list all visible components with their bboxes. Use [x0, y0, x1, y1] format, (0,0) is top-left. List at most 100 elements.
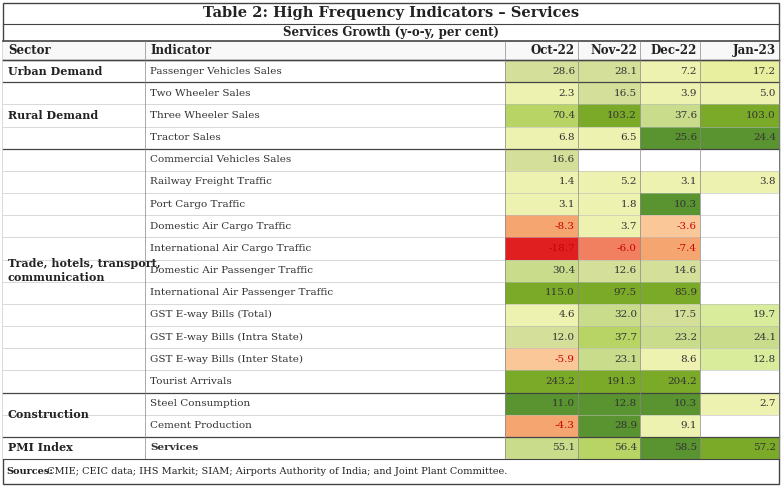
- Text: Commercial Vehicles Sales: Commercial Vehicles Sales: [150, 155, 291, 164]
- Bar: [640, 326, 700, 348]
- Text: 17.5: 17.5: [674, 310, 697, 319]
- Bar: [700, 127, 779, 149]
- Text: 28.1: 28.1: [614, 67, 637, 75]
- Bar: [3, 127, 505, 149]
- Bar: [3, 215, 505, 237]
- Text: 4.6: 4.6: [558, 310, 575, 319]
- Bar: [3, 82, 505, 104]
- Text: 16.6: 16.6: [552, 155, 575, 164]
- Text: Two Wheeler Sales: Two Wheeler Sales: [150, 89, 250, 98]
- Text: -3.6: -3.6: [677, 222, 697, 231]
- Bar: [578, 260, 640, 281]
- Text: 8.6: 8.6: [680, 355, 697, 364]
- Bar: [578, 393, 640, 414]
- Text: 115.0: 115.0: [545, 288, 575, 297]
- Bar: [578, 149, 640, 171]
- Bar: [3, 414, 505, 437]
- Text: 30.4: 30.4: [552, 266, 575, 275]
- Bar: [700, 149, 779, 171]
- Text: Sources:: Sources:: [6, 467, 53, 475]
- Bar: [3, 237, 505, 260]
- Text: Tourist Arrivals: Tourist Arrivals: [150, 377, 231, 386]
- Text: 11.0: 11.0: [552, 399, 575, 408]
- Text: Dec-22: Dec-22: [651, 44, 697, 57]
- Text: Cement Production: Cement Production: [150, 421, 252, 430]
- Bar: [700, 326, 779, 348]
- Bar: [3, 304, 505, 326]
- Bar: [578, 348, 640, 370]
- Text: -6.0: -6.0: [617, 244, 637, 253]
- Text: 6.5: 6.5: [620, 133, 637, 142]
- Bar: [505, 104, 578, 127]
- Text: PMI Index: PMI Index: [8, 442, 73, 453]
- Text: 12.8: 12.8: [753, 355, 776, 364]
- Bar: [505, 260, 578, 281]
- Text: International Air Cargo Traffic: International Air Cargo Traffic: [150, 244, 311, 253]
- Bar: [578, 82, 640, 104]
- Bar: [578, 215, 640, 237]
- Text: 12.0: 12.0: [552, 333, 575, 341]
- Text: 37.7: 37.7: [614, 333, 637, 341]
- Text: Railway Freight Traffic: Railway Freight Traffic: [150, 177, 272, 187]
- Bar: [578, 171, 640, 193]
- Bar: [505, 326, 578, 348]
- Bar: [700, 193, 779, 215]
- Bar: [700, 304, 779, 326]
- Text: Services Growth (y-o-y, per cent): Services Growth (y-o-y, per cent): [283, 26, 499, 39]
- Text: 24.4: 24.4: [753, 133, 776, 142]
- Bar: [3, 437, 505, 459]
- Bar: [640, 171, 700, 193]
- Bar: [505, 348, 578, 370]
- Text: Three Wheeler Sales: Three Wheeler Sales: [150, 111, 260, 120]
- Text: 16.5: 16.5: [614, 89, 637, 98]
- Bar: [578, 127, 640, 149]
- Bar: [505, 437, 578, 459]
- Bar: [505, 215, 578, 237]
- Text: 56.4: 56.4: [614, 444, 637, 452]
- Bar: [640, 281, 700, 304]
- Bar: [700, 393, 779, 414]
- Bar: [640, 393, 700, 414]
- Bar: [505, 237, 578, 260]
- Text: 97.5: 97.5: [614, 288, 637, 297]
- Text: 70.4: 70.4: [552, 111, 575, 120]
- Bar: [3, 193, 505, 215]
- Bar: [700, 348, 779, 370]
- Text: 3.9: 3.9: [680, 89, 697, 98]
- Bar: [3, 171, 505, 193]
- Text: -18.7: -18.7: [548, 244, 575, 253]
- Bar: [640, 260, 700, 281]
- Text: Passenger Vehicles Sales: Passenger Vehicles Sales: [150, 67, 282, 75]
- Text: GST E-way Bills (Intra State): GST E-way Bills (Intra State): [150, 333, 303, 342]
- Text: 28.6: 28.6: [552, 67, 575, 75]
- Text: 55.1: 55.1: [552, 444, 575, 452]
- Bar: [578, 437, 640, 459]
- Bar: [640, 237, 700, 260]
- Text: Domestic Air Passenger Traffic: Domestic Air Passenger Traffic: [150, 266, 313, 275]
- Bar: [578, 237, 640, 260]
- Bar: [700, 281, 779, 304]
- Bar: [505, 393, 578, 414]
- Bar: [3, 41, 779, 60]
- Text: 103.0: 103.0: [746, 111, 776, 120]
- Text: Urban Demand: Urban Demand: [8, 66, 102, 76]
- Text: 32.0: 32.0: [614, 310, 637, 319]
- Bar: [640, 82, 700, 104]
- Bar: [505, 370, 578, 393]
- Text: 37.6: 37.6: [674, 111, 697, 120]
- Text: 1.8: 1.8: [620, 200, 637, 208]
- Bar: [505, 60, 578, 82]
- Text: -7.4: -7.4: [677, 244, 697, 253]
- Bar: [700, 414, 779, 437]
- Bar: [578, 326, 640, 348]
- Text: 191.3: 191.3: [608, 377, 637, 386]
- Text: 10.3: 10.3: [674, 200, 697, 208]
- Bar: [578, 193, 640, 215]
- Text: Rural Demand: Rural Demand: [8, 110, 99, 121]
- Bar: [700, 82, 779, 104]
- Text: 85.9: 85.9: [674, 288, 697, 297]
- Text: 57.2: 57.2: [753, 444, 776, 452]
- Text: 1.4: 1.4: [558, 177, 575, 187]
- Text: CMIE; CEIC data; IHS Markit; SIAM; Airports Authority of India; and Joint Plant : CMIE; CEIC data; IHS Markit; SIAM; Airpo…: [44, 467, 508, 475]
- Bar: [505, 149, 578, 171]
